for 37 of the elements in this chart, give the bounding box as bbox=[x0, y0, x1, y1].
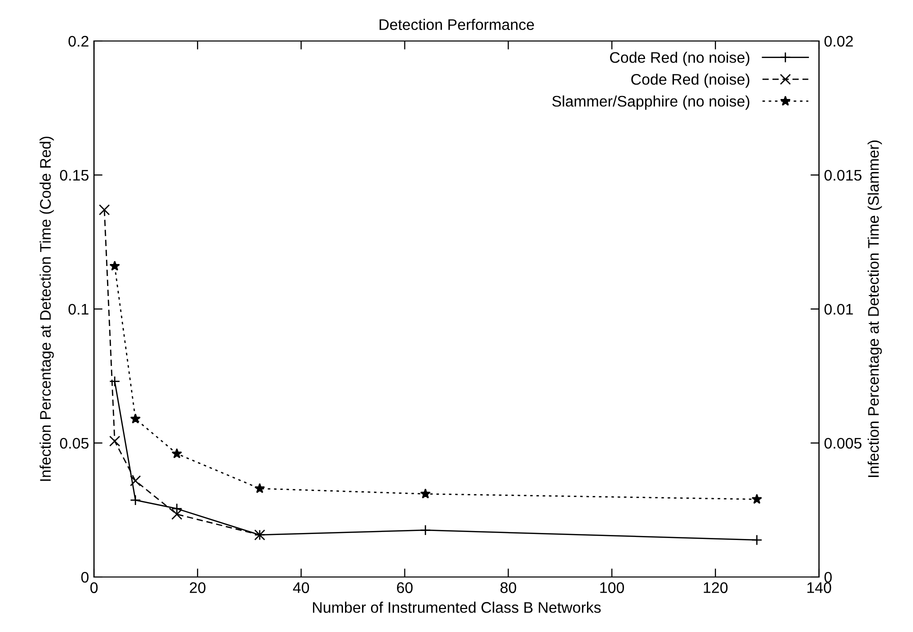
point bbox=[254, 483, 265, 494]
point bbox=[751, 534, 762, 546]
legend-label: Code Red (noise) bbox=[631, 74, 750, 88]
legend-label: Code Red (no noise) bbox=[610, 52, 750, 66]
x-tick-label: 120 bbox=[704, 582, 728, 594]
point bbox=[171, 508, 182, 520]
y-axis-title: Infection Percentage at Detection Time (Code Red) bbox=[40, 136, 54, 481]
point bbox=[109, 436, 120, 447]
x-tick-label: 140 bbox=[807, 582, 832, 594]
y-tick-label: 0.05 bbox=[60, 438, 88, 449]
x-tick-label: 20 bbox=[190, 582, 206, 594]
point bbox=[109, 260, 120, 271]
x-tick-label: 80 bbox=[500, 582, 516, 594]
x-tick-label: 100 bbox=[600, 582, 624, 594]
x-tick-label: 40 bbox=[293, 582, 310, 594]
y-tick-label: 0.1 bbox=[68, 304, 88, 315]
point bbox=[98, 204, 110, 216]
x-tick-label: 0 bbox=[90, 582, 98, 594]
y2-tick-label: 0.015 bbox=[824, 170, 862, 181]
y-tick-label: 0 bbox=[81, 572, 89, 583]
point bbox=[420, 524, 431, 536]
point bbox=[172, 448, 182, 458]
y2-axis-title: Infection Percentage at Detection Time (Slammer) bbox=[868, 140, 882, 477]
legend-label: Slammer/Sapphire (no noise) bbox=[552, 95, 750, 110]
point bbox=[752, 494, 762, 504]
y2-tick-label: 0.02 bbox=[824, 36, 853, 47]
point bbox=[130, 413, 141, 424]
y-tick-label: 0.15 bbox=[60, 170, 88, 181]
chart-title: Detection Performance bbox=[380, 18, 534, 30]
x-tick-label: 60 bbox=[396, 582, 413, 594]
y2-tick-label: 0 bbox=[824, 572, 832, 583]
y2-tick-label: 0.005 bbox=[824, 438, 862, 449]
point bbox=[130, 475, 141, 486]
y2-tick-label: 0.01 bbox=[824, 304, 853, 315]
x-axis-title: Number of Instrumented Class B Networks bbox=[312, 602, 601, 613]
y-tick-label: 0.2 bbox=[68, 36, 88, 47]
point bbox=[420, 488, 431, 498]
